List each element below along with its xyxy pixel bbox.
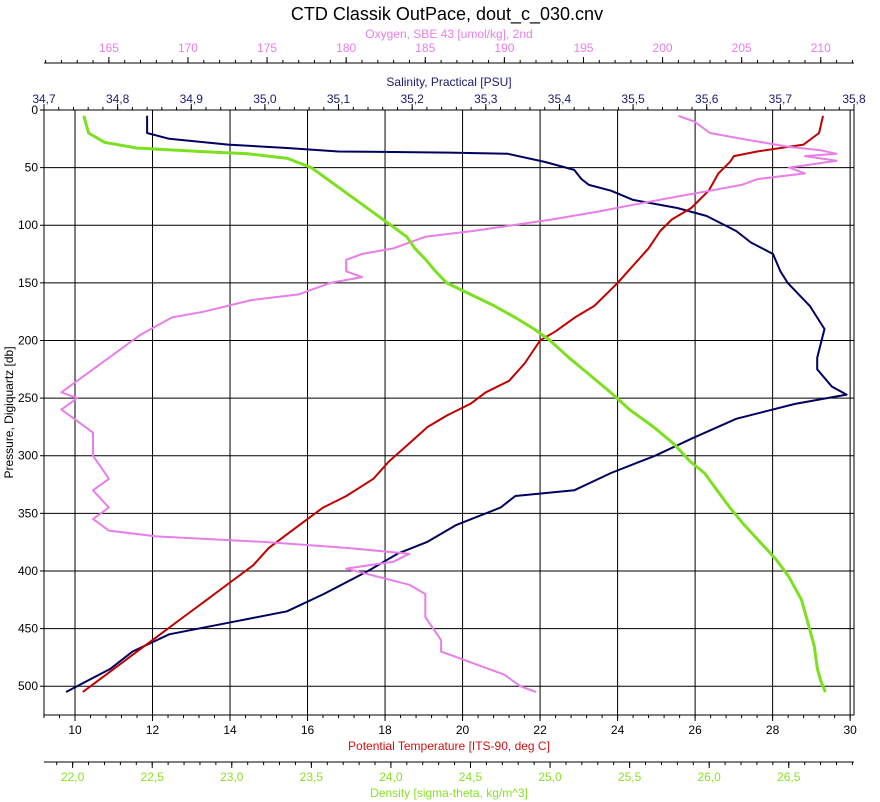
- density-profile-line: [82, 115, 827, 693]
- y-tick-label: 450: [18, 622, 38, 636]
- density-axis-label: Density [sigma-theta, kg/m^3]: [370, 786, 528, 800]
- salinity-tick-label: 35,6: [695, 92, 719, 106]
- salinity-tick-label: 35,2: [401, 92, 425, 106]
- density-tick-label: 22,0: [61, 770, 85, 784]
- oxygen-tick-label: 210: [811, 41, 831, 55]
- temperature-tick-label: 28: [766, 723, 780, 737]
- density-tick-label: 26,5: [777, 770, 801, 784]
- oxygen-tick-label: 170: [178, 41, 198, 55]
- temperature-tick-label: 14: [223, 723, 237, 737]
- y-tick-label: 500: [18, 679, 38, 693]
- density-tick-label: 22,5: [141, 770, 165, 784]
- y-tick-label: 0: [31, 103, 38, 117]
- oxygen-tick-label: 190: [494, 41, 514, 55]
- oxygen-tick-label: 200: [653, 41, 673, 55]
- oxygen-tick-label: 175: [257, 41, 277, 55]
- y-tick-label: 300: [18, 449, 38, 463]
- density-tick-label: 24,0: [379, 770, 403, 784]
- salinity-tick-label: 35,0: [253, 92, 277, 106]
- salinity-tick-label: 35,3: [474, 92, 498, 106]
- temperature-tick-label: 16: [301, 723, 315, 737]
- density-tick-label: 25,0: [538, 770, 562, 784]
- density-tick-label: 25,5: [618, 770, 642, 784]
- density-tick-label: 26,0: [698, 770, 722, 784]
- oxygen-tick-label: 205: [732, 41, 752, 55]
- y-tick-label: 400: [18, 564, 38, 578]
- salinity-tick-label: 35,5: [621, 92, 645, 106]
- salinity-tick-label: 35,8: [842, 92, 866, 106]
- temperature-tick-label: 10: [68, 723, 82, 737]
- temperature-tick-label: 24: [611, 723, 625, 737]
- salinity-tick-label: 34,8: [106, 92, 130, 106]
- temperature-tick-label: 30: [843, 723, 857, 737]
- salinity-axis-label: Salinity, Practical [PSU]: [386, 75, 511, 89]
- temperature-tick-label: 20: [456, 723, 470, 737]
- y-axis-label: Pressure, Digiquartz [db]: [2, 346, 16, 478]
- y-tick-label: 350: [18, 506, 38, 520]
- salinity-tick-label: 34,7: [32, 92, 56, 106]
- oxygen-profile-line: [60, 114, 838, 693]
- salinity-profile-line: [65, 115, 848, 693]
- y-tick-label: 200: [18, 333, 38, 347]
- oxygen-tick-label: 185: [415, 41, 435, 55]
- temperature-tick-label: 18: [378, 723, 392, 737]
- temperature-tick-label: 12: [146, 723, 160, 737]
- salinity-tick-label: 35,7: [769, 92, 793, 106]
- temperature-axis-label: Potential Temperature [ITS-90, deg C]: [348, 739, 550, 753]
- y-tick-label: 150: [18, 276, 38, 290]
- temperature-tick-label: 22: [533, 723, 547, 737]
- density-tick-label: 23,0: [220, 770, 244, 784]
- temperature-tick-label: 26: [688, 723, 702, 737]
- oxygen-axis-label: Oxygen, SBE 43 [umol/kg], 2nd: [365, 27, 532, 41]
- chart-title: CTD Classik OutPace, dout_c_030.cnv: [291, 4, 603, 25]
- density-tick-label: 24,5: [459, 770, 483, 784]
- salinity-tick-label: 34,9: [180, 92, 204, 106]
- oxygen-tick-label: 195: [573, 41, 593, 55]
- salinity-tick-label: 35,1: [327, 92, 351, 106]
- salinity-tick-label: 35,4: [548, 92, 572, 106]
- oxygen-tick-label: 180: [336, 41, 356, 55]
- oxygen-tick-label: 165: [99, 41, 119, 55]
- y-tick-label: 100: [18, 218, 38, 232]
- y-tick-label: 250: [18, 391, 38, 405]
- density-tick-label: 23,5: [300, 770, 324, 784]
- y-tick-label: 50: [25, 161, 39, 175]
